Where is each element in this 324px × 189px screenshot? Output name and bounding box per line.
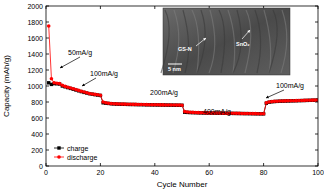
annotation-arrowhead	[82, 83, 85, 86]
inset-texture	[192, 10, 199, 73]
y-tick-label: 400	[31, 131, 43, 138]
inset	[161, 8, 290, 75]
annotation-arrowhead	[247, 30, 250, 33]
inset-texture	[209, 10, 215, 73]
y-tick-right	[315, 38, 318, 39]
annotation-arrowhead	[60, 65, 63, 68]
inset-texture	[161, 10, 169, 73]
annotation-arrow	[60, 57, 80, 68]
point	[99, 93, 103, 97]
annotation: 200mA/g	[150, 89, 178, 97]
y-axis-title: Capacity (mAh/g)	[2, 55, 11, 117]
annotation-arrow	[196, 38, 206, 46]
x-tick-label: 80	[260, 169, 268, 176]
y-tick-right	[315, 150, 318, 151]
legend-label: charge	[67, 145, 89, 153]
y-tick-right	[315, 70, 318, 71]
inset-texture	[255, 10, 261, 73]
x-tick-top	[100, 6, 101, 9]
x-tick	[100, 163, 101, 166]
point	[99, 94, 102, 97]
inset-texture	[264, 10, 271, 73]
y-tick-right	[315, 134, 318, 135]
inset-texture	[228, 10, 235, 73]
inset-image	[163, 8, 290, 75]
point	[180, 104, 183, 107]
y-tick-right	[315, 118, 318, 119]
x-tick-label: 0	[44, 169, 48, 176]
point	[47, 24, 51, 28]
y-tick-right	[315, 22, 318, 23]
x-tick	[154, 163, 155, 166]
x-tick	[263, 163, 264, 166]
annotation: SnO₂	[236, 41, 250, 47]
y-tick-label: 1800	[27, 19, 43, 26]
y-tick	[46, 22, 49, 23]
x-tick-label: 60	[205, 169, 213, 176]
x-axis-title: Cycle Number	[157, 180, 208, 189]
scale-bar	[168, 64, 182, 65]
y-tick-right	[315, 54, 318, 55]
marks	[47, 24, 318, 115]
y-tick-label: 800	[31, 99, 43, 106]
y-tick	[46, 38, 49, 39]
y-tick-label: 1200	[27, 67, 43, 74]
y-tick-right	[315, 86, 318, 87]
annotation-arrow	[266, 90, 284, 98]
annotation: 50mA/g	[68, 49, 92, 57]
chart: 0 200 400 600 800 1000 1200 1400 1600 1800 2000 0 20…	[0, 0, 324, 189]
x-tick-label: 100	[312, 169, 324, 176]
annotation-arrowhead	[203, 38, 206, 41]
y-tick-label: 0	[39, 163, 43, 170]
point	[262, 112, 266, 116]
legend-marker	[57, 146, 60, 149]
inset-texture	[281, 10, 287, 73]
y-tick	[46, 150, 49, 151]
inset-texture	[219, 10, 225, 73]
legend-label: discharge	[67, 154, 97, 162]
x-tick-label: 40	[151, 169, 159, 176]
y-tick	[46, 70, 49, 71]
annotation: 100mA/g	[276, 82, 304, 90]
annotation: 5 nm	[168, 66, 181, 72]
inset-texture	[197, 10, 205, 73]
x-tick-label: 20	[97, 169, 105, 176]
series-line	[49, 26, 318, 114]
annotation: 100mA/g	[90, 70, 118, 78]
annotation-arrow	[82, 78, 96, 86]
y-tick	[46, 54, 49, 55]
annotation-arrowhead	[266, 96, 269, 99]
y-tick-label: 1600	[27, 35, 43, 42]
inset-texture	[183, 10, 189, 73]
legend-marker	[57, 155, 61, 159]
x-tick	[209, 163, 210, 166]
annotation: GS-N	[178, 46, 192, 52]
y-tick-label: 1400	[27, 51, 43, 58]
y-tick	[46, 86, 49, 87]
y-tick	[46, 118, 49, 119]
y-tick	[46, 134, 49, 135]
point	[50, 77, 54, 81]
y-tick-label: 1000	[27, 83, 43, 90]
y-tick	[46, 102, 49, 103]
annotation-arrow	[242, 30, 250, 39]
annotation: 400mA/g	[203, 108, 231, 116]
inset-texture	[269, 10, 277, 73]
x-tick-top	[154, 6, 155, 9]
y-tick-label: 2000	[27, 3, 43, 10]
y-tick-label: 600	[31, 115, 43, 122]
y-tick-label: 200	[31, 147, 43, 154]
legend: chargedischarge	[54, 145, 97, 162]
point	[180, 103, 184, 107]
point	[262, 112, 265, 115]
plot-frame	[46, 6, 318, 166]
